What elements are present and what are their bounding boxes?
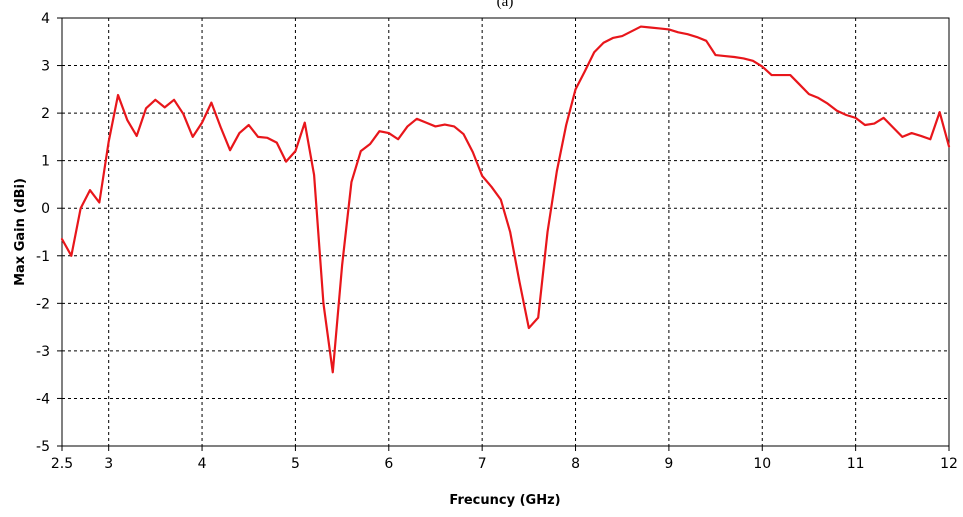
y-tick-label: 2 — [41, 106, 50, 122]
y-tick-label: 3 — [41, 59, 50, 75]
series-group — [60, 25, 951, 374]
x-tick-label: 9 — [664, 456, 673, 472]
y-tick-label: -4 — [36, 391, 50, 407]
y-tick-label: -2 — [36, 296, 50, 312]
x-tick-label: 7 — [478, 456, 487, 472]
y-tick-label: -1 — [36, 249, 50, 265]
x-tick-label: 8 — [571, 456, 580, 472]
x-axis: 2.5 3 4 5 6 7 8 9 10 11 12 — [51, 446, 958, 472]
y-axis: 4 3 2 1 0 -1 -2 -3 -4 -5 — [36, 11, 62, 455]
x-tick-label: 5 — [291, 456, 300, 472]
x-tick-label: 11 — [847, 456, 865, 472]
grid — [62, 18, 949, 446]
x-tick-label: 10 — [753, 456, 771, 472]
y-tick-label: -5 — [36, 439, 50, 455]
y-tick-label: 4 — [41, 11, 50, 27]
x-tick-label: 3 — [104, 456, 113, 472]
y-tick-label: 1 — [41, 154, 50, 170]
x-tick-label: 6 — [384, 456, 393, 472]
x-axis-title: Frecuncy (GHz) — [449, 493, 560, 508]
y-axis-title: Max Gain (dBi) — [13, 178, 28, 286]
panel-caption: (a) — [497, 0, 514, 10]
x-tick-label: 2.5 — [51, 456, 73, 472]
series-line-max-gain — [60, 25, 951, 374]
plot-frame — [61, 17, 950, 447]
x-tick-label: 12 — [940, 456, 958, 472]
y-tick-label: 0 — [41, 201, 50, 217]
y-tick-label: -3 — [36, 344, 50, 360]
x-tick-label: 4 — [198, 456, 207, 472]
